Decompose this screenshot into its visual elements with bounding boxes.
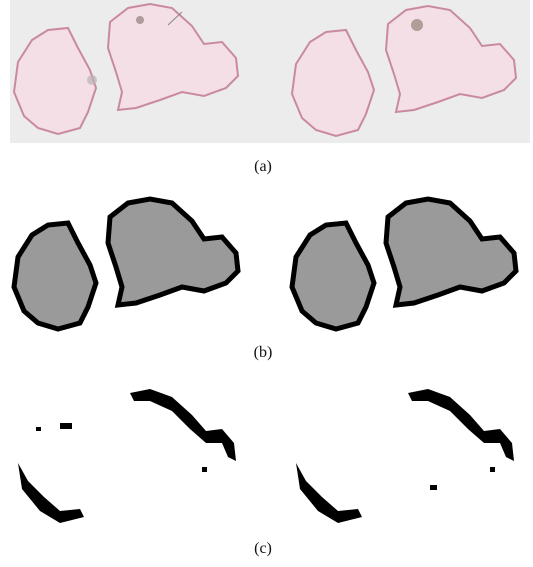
- edge-pair-right: [296, 389, 514, 523]
- panel-c-image: [18, 389, 514, 523]
- mask-pair-right: [292, 199, 516, 329]
- caption: (b): [254, 344, 273, 361]
- panel-b-image: [14, 199, 516, 329]
- panel-a-image: [10, 0, 530, 143]
- figure: (a) (b) (c): [0, 0, 533, 567]
- mask-pair-left: [14, 199, 238, 329]
- caption: (a): [254, 158, 272, 175]
- caption: (c): [254, 540, 272, 557]
- edge-pair-left: [18, 389, 236, 523]
